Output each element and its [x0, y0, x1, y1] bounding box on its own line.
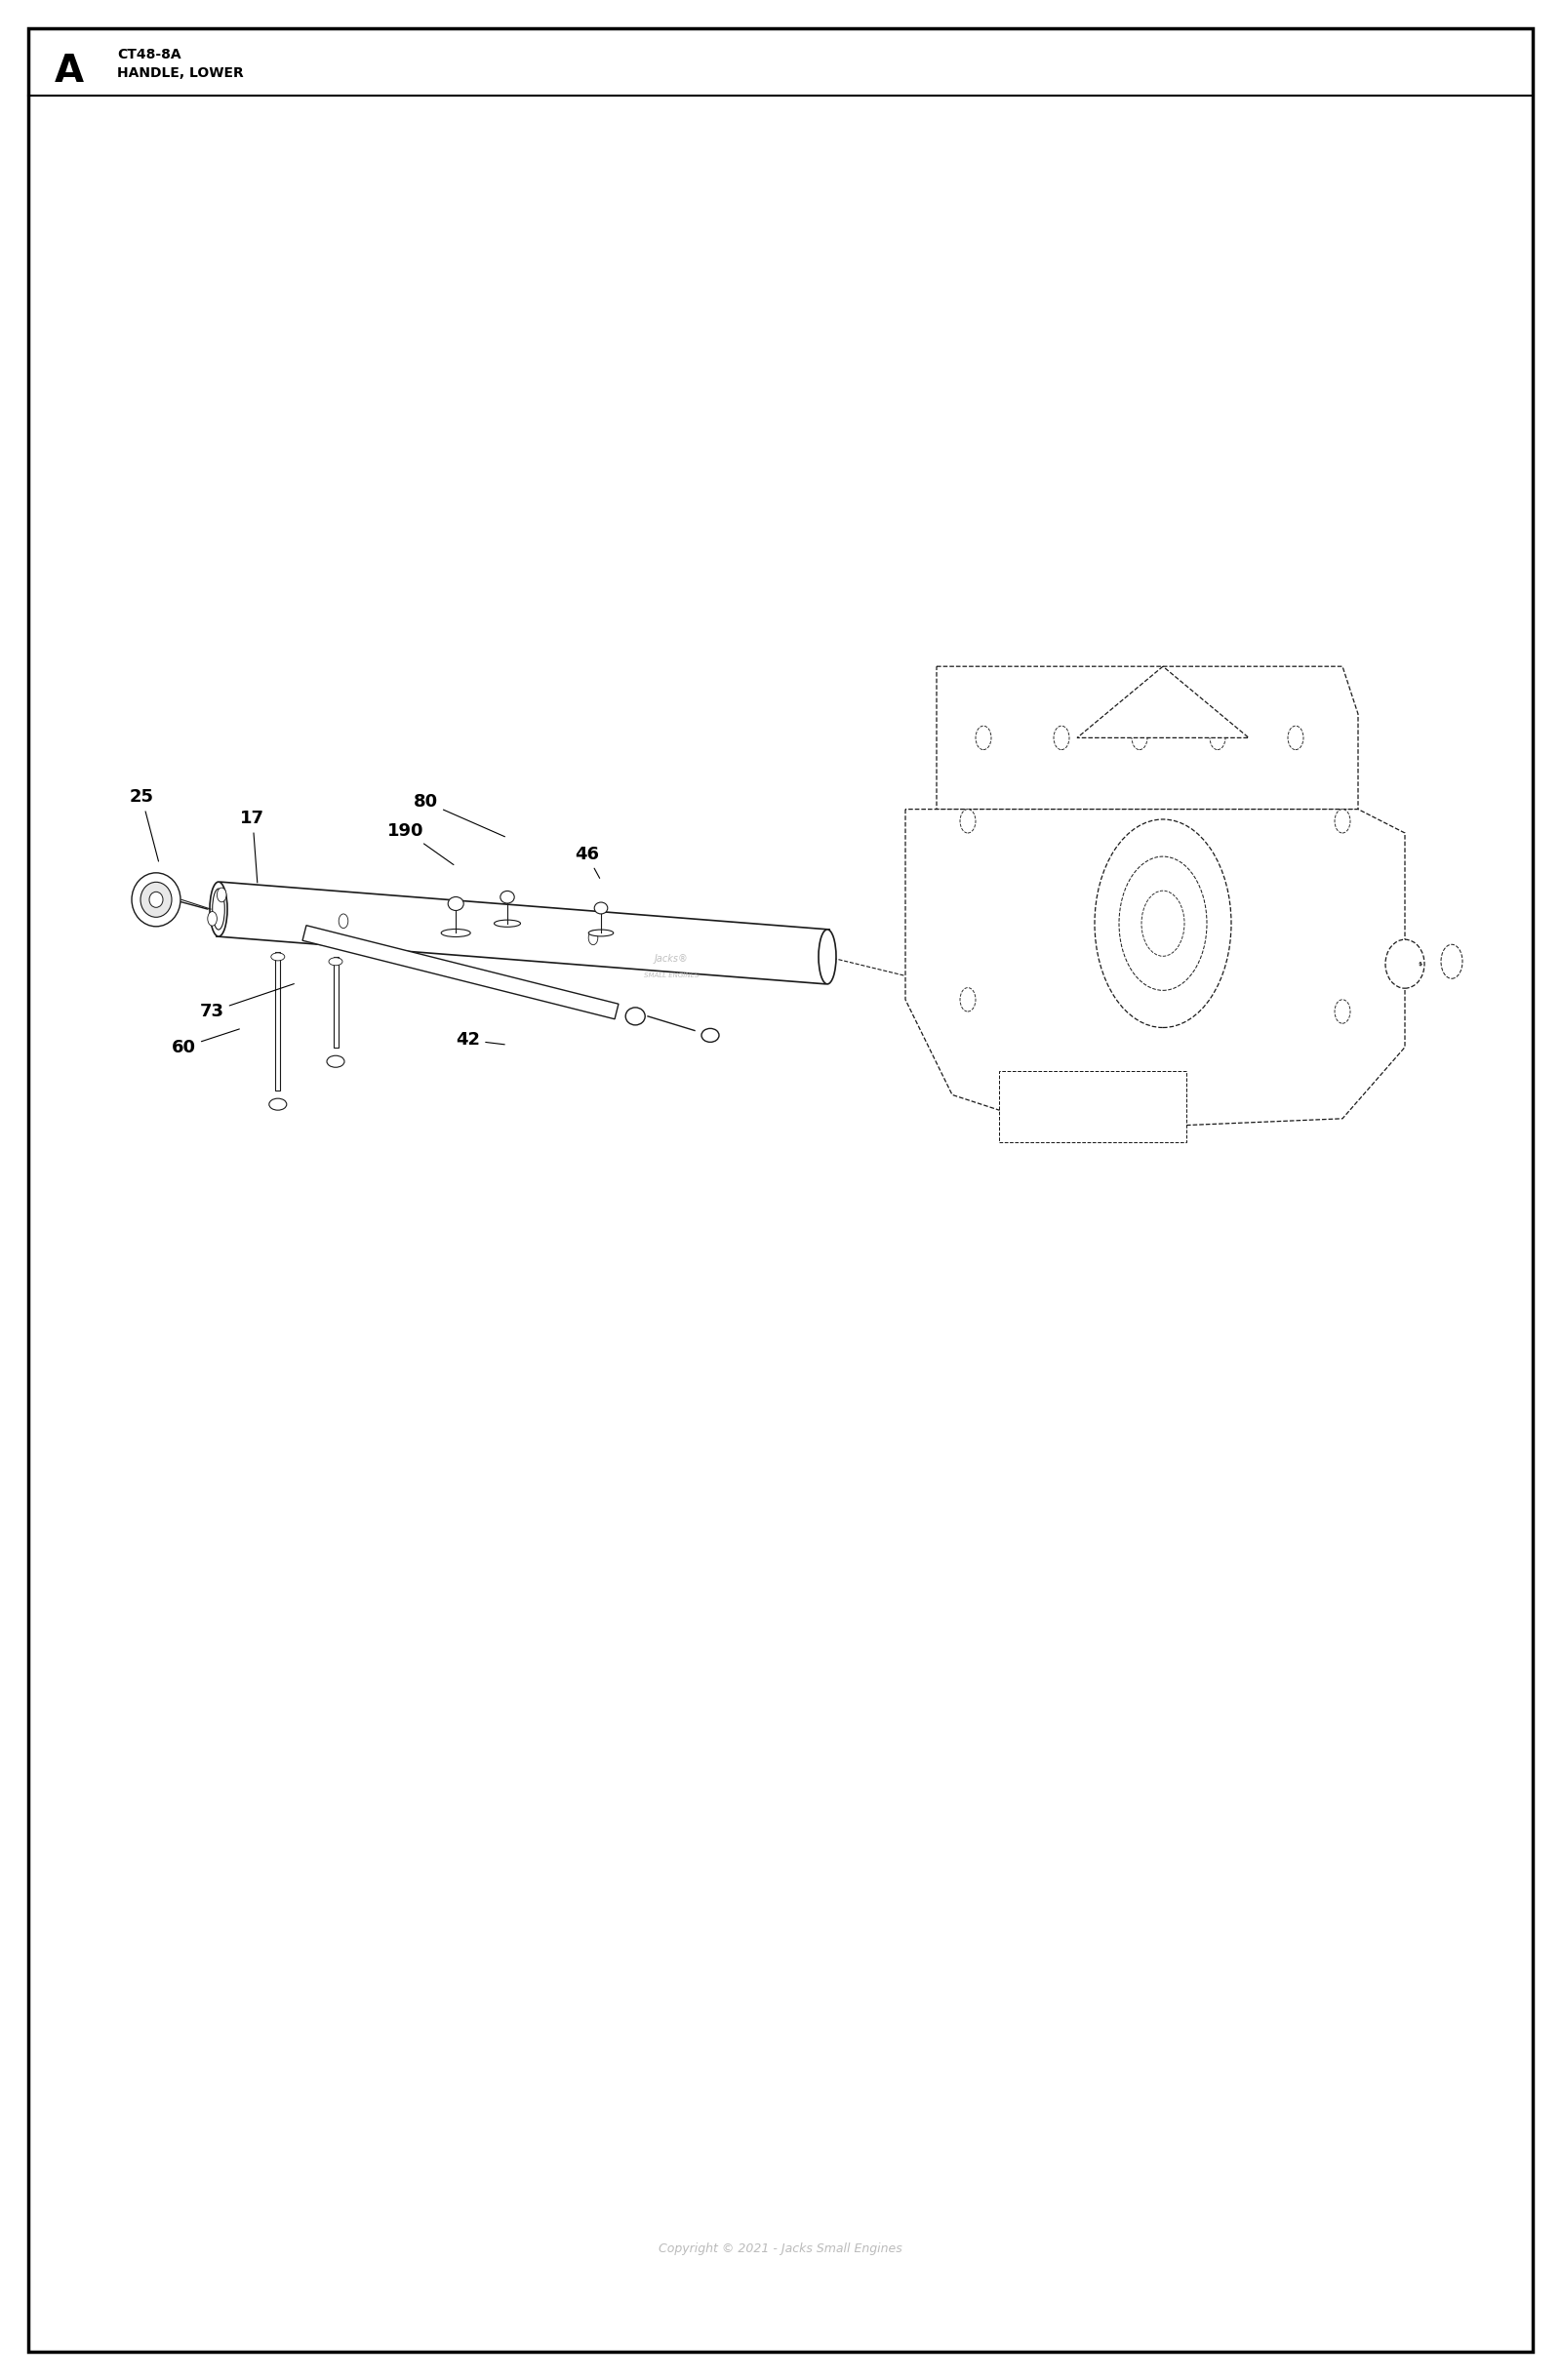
Circle shape [208, 912, 217, 926]
Bar [275, 952, 281, 1090]
Circle shape [339, 914, 348, 928]
Ellipse shape [495, 921, 520, 926]
Circle shape [1141, 890, 1185, 957]
Circle shape [217, 888, 226, 902]
Bar [332, 957, 339, 1047]
Ellipse shape [140, 883, 172, 916]
Ellipse shape [588, 931, 613, 935]
Ellipse shape [595, 902, 607, 914]
Ellipse shape [131, 873, 181, 926]
Circle shape [1054, 726, 1069, 750]
Circle shape [976, 726, 991, 750]
Ellipse shape [268, 1100, 287, 1109]
Polygon shape [1077, 666, 1249, 738]
Text: Copyright © 2021 - Jacks Small Engines: Copyright © 2021 - Jacks Small Engines [659, 2242, 902, 2256]
Ellipse shape [150, 892, 162, 907]
Text: 17: 17 [240, 809, 265, 883]
Polygon shape [905, 809, 1405, 1130]
Circle shape [1119, 857, 1207, 990]
Polygon shape [217, 883, 829, 983]
Circle shape [1210, 726, 1225, 750]
Circle shape [1335, 1000, 1350, 1023]
Circle shape [1094, 819, 1232, 1028]
Text: CT48-8A: CT48-8A [117, 48, 181, 62]
Ellipse shape [818, 931, 837, 983]
Text: HANDLE, LOWER: HANDLE, LOWER [117, 67, 244, 81]
Circle shape [960, 809, 976, 833]
Ellipse shape [1441, 945, 1463, 978]
Text: Jacks®: Jacks® [654, 954, 688, 964]
Text: 46: 46 [574, 845, 599, 878]
Text: 60: 60 [172, 1028, 239, 1057]
Polygon shape [303, 926, 618, 1019]
Ellipse shape [500, 890, 515, 904]
Circle shape [1288, 726, 1303, 750]
Ellipse shape [326, 1057, 345, 1066]
Text: 80: 80 [414, 793, 504, 838]
Circle shape [1419, 962, 1422, 966]
Text: 190: 190 [387, 821, 454, 864]
Circle shape [1335, 809, 1350, 833]
Ellipse shape [272, 952, 284, 962]
Bar [999, 1071, 1186, 1142]
Circle shape [960, 988, 976, 1012]
Ellipse shape [329, 957, 342, 966]
Text: A: A [55, 52, 84, 90]
Ellipse shape [442, 928, 470, 938]
Circle shape [1132, 726, 1147, 750]
Text: 42: 42 [456, 1031, 504, 1050]
Text: 25: 25 [130, 788, 159, 862]
Ellipse shape [1386, 940, 1424, 988]
Polygon shape [937, 666, 1358, 809]
Ellipse shape [212, 888, 225, 931]
Text: 73: 73 [200, 983, 293, 1021]
Circle shape [588, 931, 598, 945]
Ellipse shape [626, 1007, 645, 1026]
Ellipse shape [701, 1028, 720, 1042]
Ellipse shape [209, 883, 228, 935]
Ellipse shape [448, 897, 464, 912]
Text: SMALL ENGINES: SMALL ENGINES [643, 973, 699, 978]
